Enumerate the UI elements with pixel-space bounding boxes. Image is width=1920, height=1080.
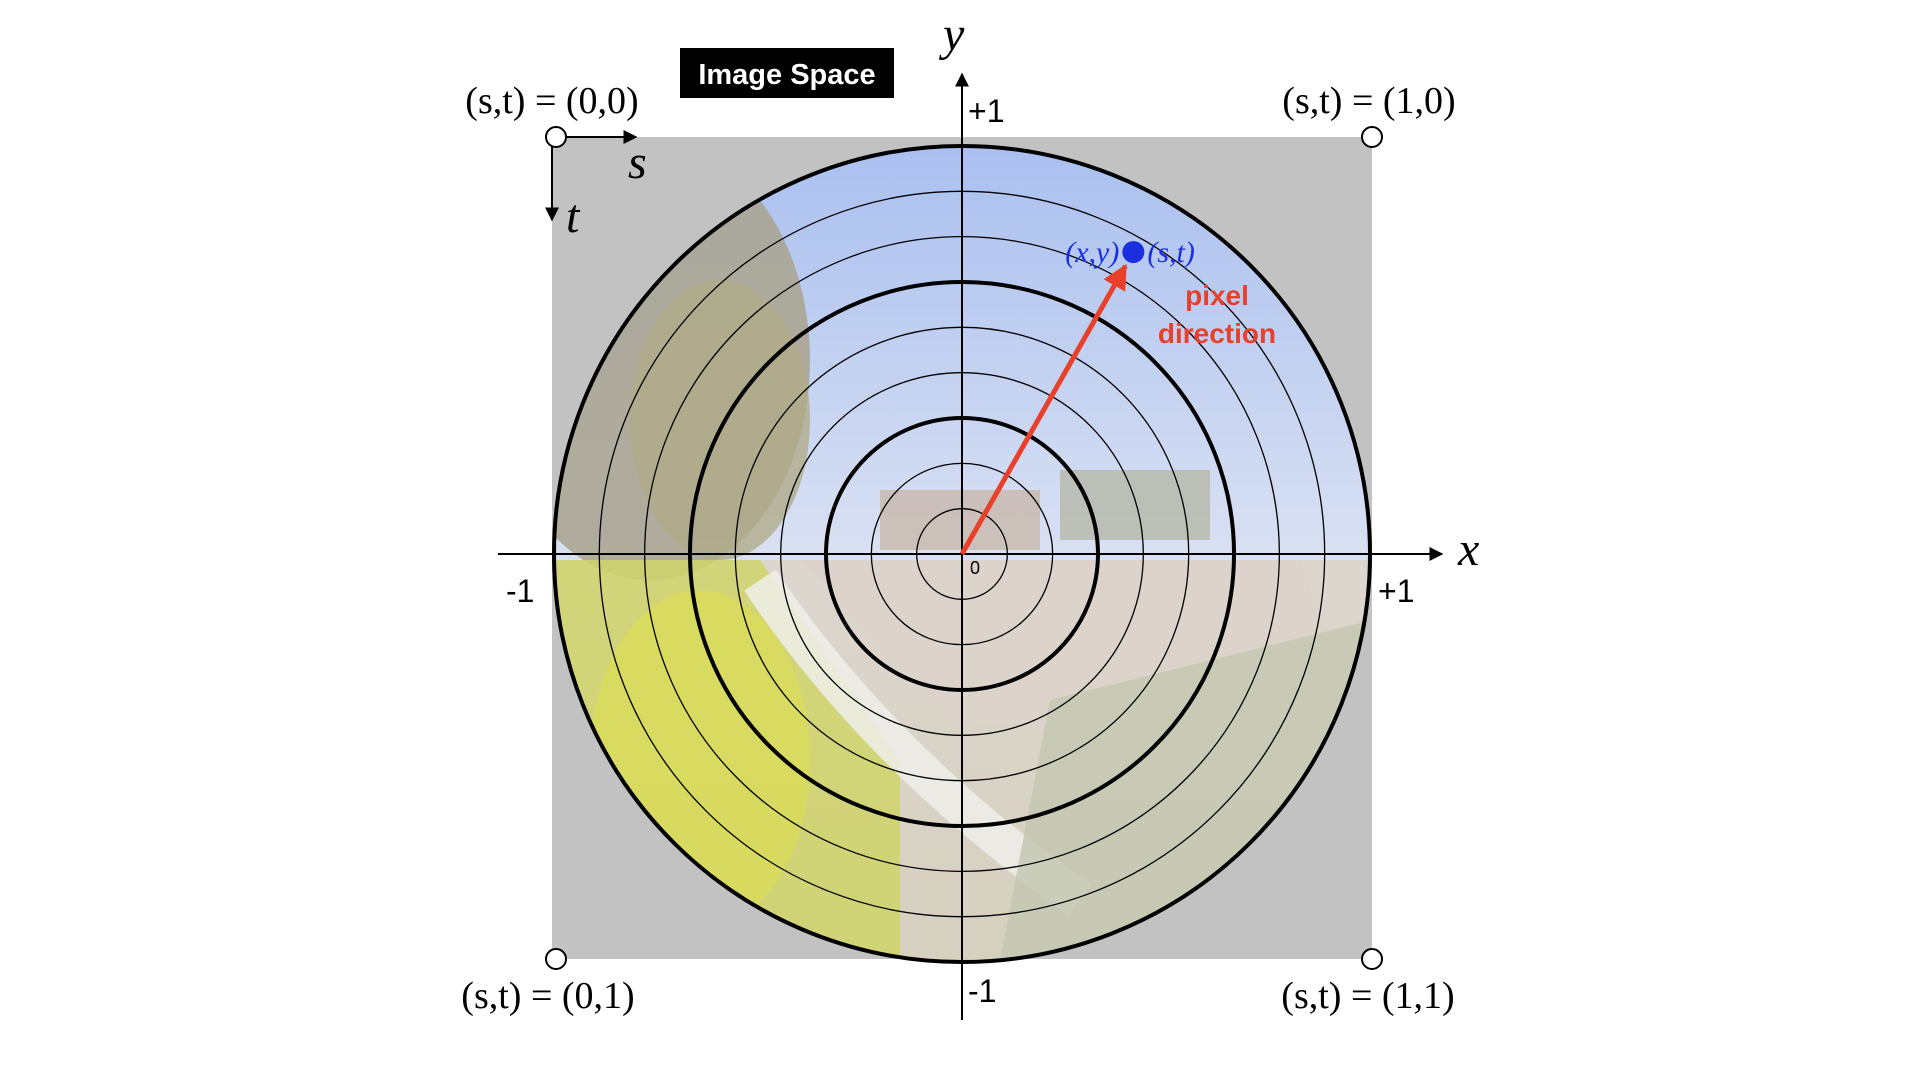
corner-marker-bottom-left (545, 948, 567, 970)
corner-label-top-left: (s,t) = (0,0) (465, 80, 638, 122)
s-axis-label: s (628, 136, 647, 189)
x-axis-label: x (1457, 523, 1479, 576)
x-pos-tick-label: +1 (1378, 573, 1414, 609)
corner-marker-bottom-right (1361, 948, 1383, 970)
title-badge: Image Space (698, 59, 875, 91)
y-neg-tick-label: -1 (968, 973, 996, 1009)
t-axis-label: t (566, 190, 581, 243)
y-pos-tick-label: +1 (968, 93, 1004, 129)
y-axis-label: y (938, 8, 965, 61)
pixel-direction-arrow (959, 263, 1128, 556)
corner-label-top-right: (s,t) = (1,0) (1282, 80, 1455, 122)
pixel-direction-label-line1: pixel (1185, 280, 1249, 311)
title-badge-bg (680, 48, 894, 98)
pixel-direction-label-line2: direction (1158, 318, 1276, 349)
pixel-point (1122, 241, 1145, 264)
point-xy-label: (x,y) (1065, 236, 1119, 269)
corner-marker-top-left (545, 126, 567, 148)
corner-label-bottom-left: (s,t) = (0,1) (461, 975, 634, 1017)
x-neg-tick-label: -1 (506, 573, 534, 609)
origin-label: 0 (970, 558, 980, 578)
point-st-label: (s,t) (1147, 236, 1195, 269)
corner-marker-top-right (1361, 126, 1383, 148)
corner-label-bottom-right: (s,t) = (1,1) (1281, 975, 1454, 1017)
